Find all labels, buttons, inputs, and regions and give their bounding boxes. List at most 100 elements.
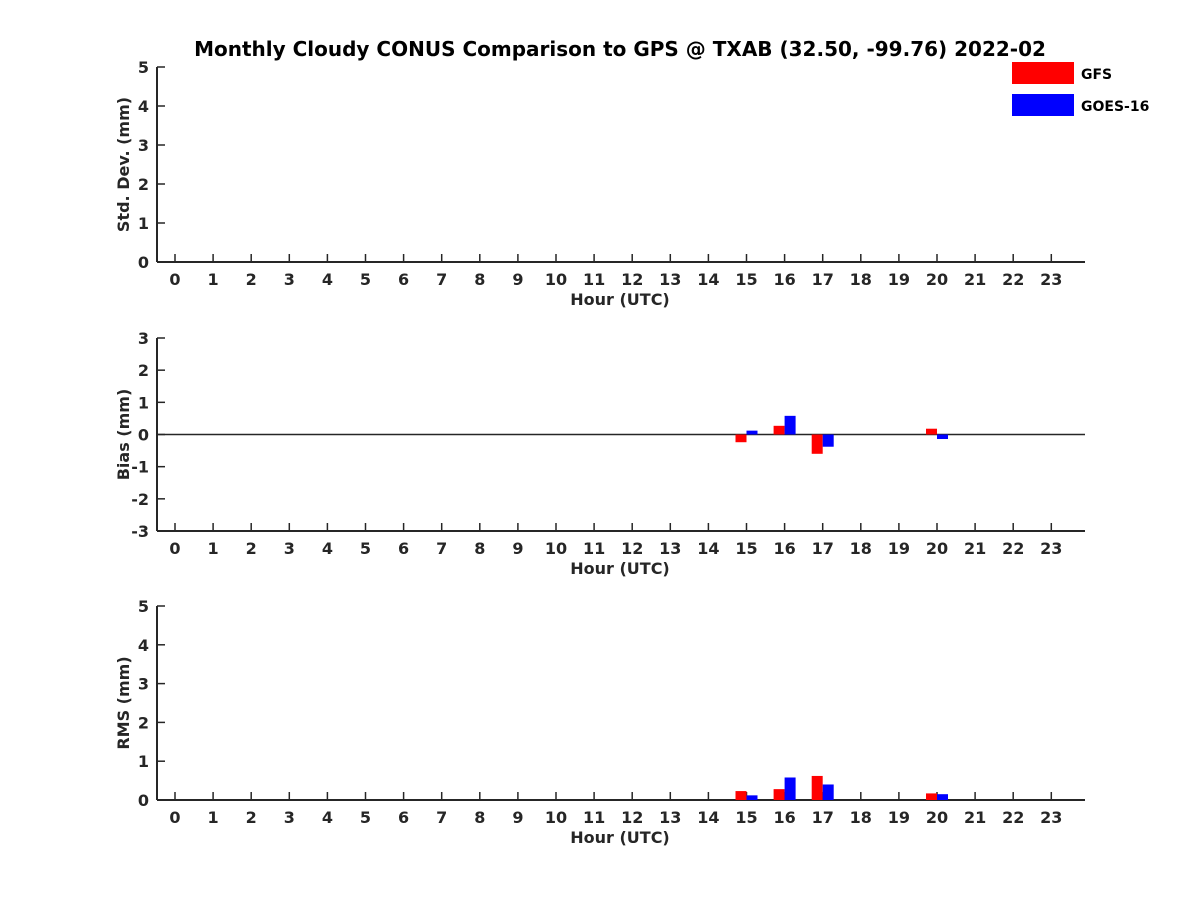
- y-tick-label: 2: [138, 175, 149, 194]
- x-tick-label: 18: [850, 808, 872, 827]
- bar-goes-16-hour-17: [822, 784, 834, 800]
- x-tick-label: 0: [169, 808, 180, 827]
- x-tick-label: 1: [208, 270, 219, 289]
- y-tick-label: 1: [138, 752, 149, 771]
- x-tick-label: 15: [735, 808, 757, 827]
- x-tick-label: 19: [888, 539, 910, 558]
- bar-gfs-hour-15: [735, 434, 747, 443]
- x-tick-label: 10: [545, 539, 567, 558]
- x-tick-label: 10: [545, 808, 567, 827]
- bar-goes-16-hour-15: [746, 430, 758, 435]
- y-axis-label: RMS (mm): [114, 656, 133, 749]
- y-tick-label: 5: [138, 58, 149, 77]
- x-tick-label: 0: [169, 539, 180, 558]
- x-tick-label: 16: [773, 539, 795, 558]
- bar-goes-16-hour-17: [822, 434, 834, 447]
- x-tick-label: 11: [583, 539, 605, 558]
- x-tick-label: 6: [398, 539, 409, 558]
- x-tick-label: 3: [284, 270, 295, 289]
- y-tick-label: 3: [138, 675, 149, 694]
- x-tick-label: 2: [246, 270, 257, 289]
- x-tick-label: 20: [926, 539, 948, 558]
- legend-swatch-gfs: [1012, 62, 1074, 84]
- bar-gfs-hour-15: [735, 791, 747, 800]
- x-tick-label: 23: [1040, 808, 1062, 827]
- x-tick-label: 13: [659, 539, 681, 558]
- x-tick-label: 19: [888, 270, 910, 289]
- x-tick-label: 18: [850, 270, 872, 289]
- x-tick-label: 17: [812, 539, 834, 558]
- y-tick-label: 1: [138, 393, 149, 412]
- x-tick-label: 23: [1040, 539, 1062, 558]
- x-tick-label: 5: [360, 270, 371, 289]
- bar-gfs-hour-17: [811, 775, 823, 800]
- x-tick-label: 20: [926, 808, 948, 827]
- x-tick-label: 1: [208, 539, 219, 558]
- x-tick-label: 19: [888, 808, 910, 827]
- x-axis-label: Hour (UTC): [570, 559, 670, 578]
- bar-goes-16-hour-16: [784, 415, 796, 435]
- x-tick-label: 6: [398, 270, 409, 289]
- x-tick-label: 3: [284, 808, 295, 827]
- x-tick-label: 11: [583, 270, 605, 289]
- bar-goes-16-hour-20: [937, 794, 948, 800]
- x-tick-label: 9: [512, 270, 523, 289]
- y-tick-label: 5: [138, 597, 149, 616]
- y-tick-label: 0: [138, 426, 149, 445]
- x-tick-label: 11: [583, 808, 605, 827]
- y-tick-label: 0: [138, 791, 149, 810]
- bar-gfs-hour-20: [926, 793, 937, 800]
- y-tick-label: -3: [131, 522, 149, 541]
- x-tick-label: 18: [850, 539, 872, 558]
- x-tick-label: 7: [436, 808, 447, 827]
- x-tick-label: 9: [512, 808, 523, 827]
- x-tick-label: 14: [697, 539, 719, 558]
- y-tick-label: -1: [131, 458, 149, 477]
- x-tick-label: 15: [735, 270, 757, 289]
- x-tick-label: 23: [1040, 270, 1062, 289]
- bar-goes-16-hour-20: [937, 434, 948, 440]
- x-tick-label: 2: [246, 808, 257, 827]
- x-tick-label: 12: [621, 270, 643, 289]
- y-tick-label: 3: [138, 136, 149, 155]
- y-tick-label: 0: [138, 253, 149, 272]
- x-tick-label: 8: [474, 270, 485, 289]
- x-tick-label: 6: [398, 808, 409, 827]
- x-tick-label: 22: [1002, 270, 1024, 289]
- y-tick-label: 2: [138, 713, 149, 732]
- x-tick-label: 2: [246, 539, 257, 558]
- x-tick-label: 8: [474, 539, 485, 558]
- x-tick-label: 22: [1002, 808, 1024, 827]
- x-tick-label: 14: [697, 270, 719, 289]
- x-tick-label: 12: [621, 808, 643, 827]
- x-tick-label: 10: [545, 270, 567, 289]
- x-tick-label: 0: [169, 270, 180, 289]
- legend-swatch-goes-16: [1012, 94, 1074, 116]
- y-axis-label: Bias (mm): [114, 389, 133, 481]
- x-tick-label: 5: [360, 539, 371, 558]
- x-tick-label: 20: [926, 270, 948, 289]
- x-tick-label: 21: [964, 808, 986, 827]
- x-axis-label: Hour (UTC): [570, 290, 670, 309]
- y-tick-label: 1: [138, 214, 149, 233]
- x-tick-label: 7: [436, 270, 447, 289]
- x-tick-label: 8: [474, 808, 485, 827]
- legend: GFS GOES-16: [1012, 62, 1149, 116]
- legend-label-goes-16: GOES-16: [1081, 99, 1149, 115]
- bar-gfs-hour-16: [773, 425, 785, 435]
- chart-title: Monthly Cloudy CONUS Comparison to GPS @…: [194, 37, 1046, 61]
- x-tick-label: 5: [360, 808, 371, 827]
- x-tick-label: 4: [322, 270, 333, 289]
- y-tick-label: 3: [138, 329, 149, 348]
- bar-gfs-hour-20: [926, 428, 937, 435]
- y-tick-label: -2: [131, 490, 149, 509]
- x-tick-label: 1: [208, 808, 219, 827]
- y-axis-label: Std. Dev. (mm): [114, 97, 133, 232]
- x-tick-label: 22: [1002, 539, 1024, 558]
- x-axis-label: Hour (UTC): [570, 828, 670, 847]
- x-tick-label: 13: [659, 808, 681, 827]
- y-tick-label: 2: [138, 361, 149, 380]
